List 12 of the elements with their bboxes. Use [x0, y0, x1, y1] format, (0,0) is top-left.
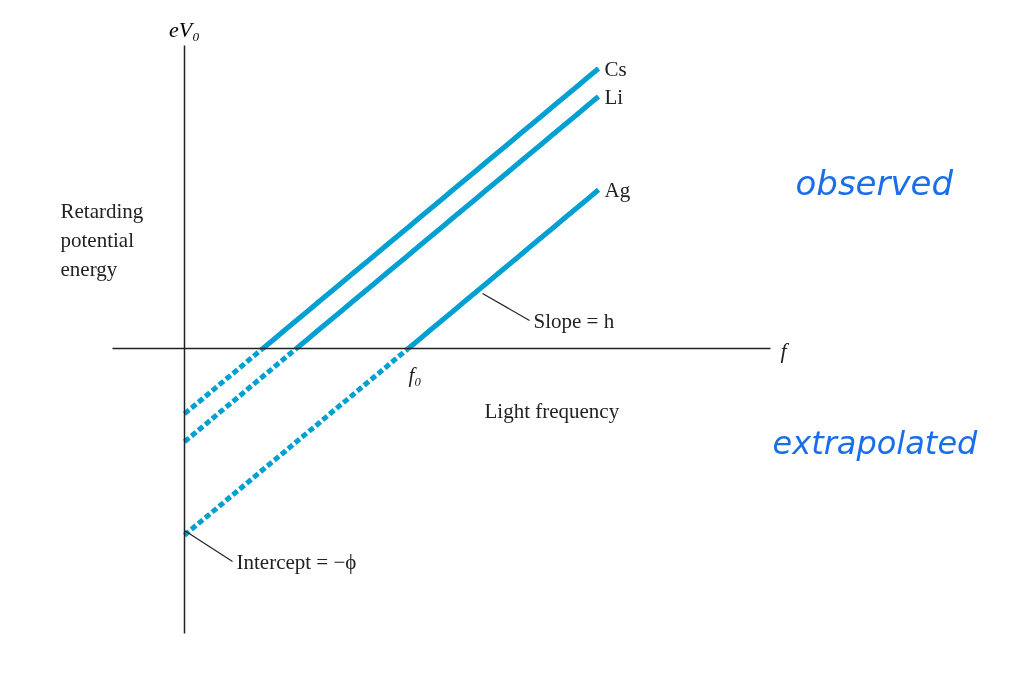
annotation: Light frequency	[484, 398, 620, 423]
y-axis-title: eV₀	[169, 16, 200, 42]
text: f	[780, 338, 790, 363]
text: Retarding potential energy	[60, 198, 144, 281]
text: Intercept = −ϕ	[236, 549, 357, 574]
text: observed	[795, 162, 954, 203]
annotation: Slope = h	[533, 308, 615, 333]
text: extrapolated	[772, 423, 979, 462]
annotation: f₀	[408, 362, 422, 387]
series-label: Cs	[604, 56, 627, 81]
series-label: Ag	[604, 177, 631, 202]
series-label: Li	[604, 84, 624, 109]
